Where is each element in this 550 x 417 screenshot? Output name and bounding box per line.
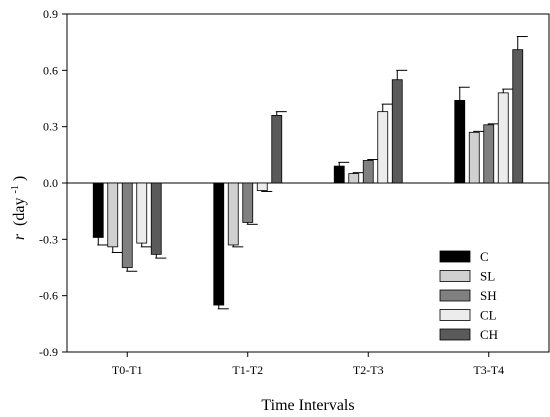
y-axis-title: r (day -1 ): [5, 176, 28, 240]
bar-cl-t0-t1: [136, 182, 148, 244]
bar-sh-t2-t3: [362, 160, 374, 184]
legend-swatch-sh: [439, 289, 471, 302]
bar-c-t2-t3: [333, 165, 345, 184]
bar-cl-t2-t3: [377, 111, 389, 184]
y-tick-label: 0.3: [43, 120, 58, 134]
y-tick-label: 0.6: [43, 63, 58, 77]
legend: C SL SH CL CH: [439, 249, 498, 342]
bar-sl-t0-t1: [107, 182, 119, 248]
bar-c-t1-t2: [213, 182, 225, 306]
legend-swatch-cl: [439, 309, 471, 321]
y-axis-title-exponent: -1: [10, 185, 21, 193]
bar-cl-t1-t2: [256, 182, 268, 191]
y-tick-label: 0.9: [43, 7, 58, 21]
bar-ch-t2-t3: [391, 79, 403, 184]
y-axis-title-unit: (day: [11, 198, 28, 226]
legend-label-sl: SL: [480, 269, 495, 284]
legend-swatch-sl: [439, 270, 471, 282]
bar-sh-t1-t2: [242, 182, 254, 223]
x-axis-title: Time Intervals: [261, 397, 354, 414]
x-tick-label: T3-T4: [473, 363, 504, 377]
bar-sl-t2-t3: [348, 173, 360, 184]
legend-swatch-c: [439, 250, 471, 263]
bar-sh-t3-t4: [483, 124, 495, 184]
x-tick-label: T1-T2: [232, 363, 263, 377]
x-tick-label: T0-T1: [112, 363, 143, 377]
bar-c-t3-t4: [454, 99, 466, 184]
legend-label-c: C: [480, 249, 489, 264]
y-tick-label: 0.0: [43, 176, 58, 190]
y-tick-label: -0.9: [39, 345, 58, 359]
y-tick-label: -0.3: [39, 232, 58, 246]
bar-ch-t0-t1: [150, 182, 162, 255]
y-axis-title-symbol: r: [11, 233, 28, 240]
y-tick-label: -0.6: [39, 289, 58, 303]
legend-label-sh: SH: [480, 288, 497, 303]
x-tick-label: T2-T3: [353, 363, 384, 377]
y-axis-title-close: ): [11, 176, 28, 181]
legend-label-ch: CH: [480, 327, 498, 342]
legend-label-cl: CL: [480, 308, 497, 323]
bar-ch-t3-t4: [512, 49, 524, 184]
bar-ch-t1-t2: [271, 115, 283, 184]
bar-c-t0-t1: [92, 182, 104, 238]
legend-swatch-ch: [439, 328, 471, 341]
plot-area: -0.9 -0.6 -0.3 0.0 0.3 0.6 0.9 T0-T1 T1-T2 T2-T3 T…: [39, 7, 550, 377]
bar-sl-t3-t4: [468, 131, 480, 184]
bar-cl-t3-t4: [497, 92, 509, 184]
bar-sh-t0-t1: [121, 182, 133, 268]
bar-sl-t1-t2: [227, 182, 239, 246]
